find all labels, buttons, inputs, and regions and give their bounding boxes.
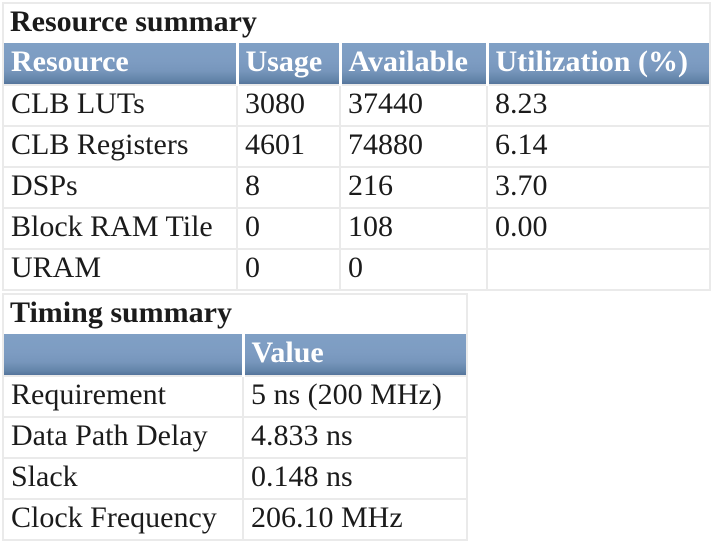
usage-cell: 0 bbox=[236, 248, 341, 291]
metric-name-cell: Clock Frequency bbox=[2, 498, 244, 541]
metric-value-cell: 5 ns (200 MHz) bbox=[242, 375, 468, 418]
timing-header-row: Value bbox=[2, 334, 468, 376]
metric-name-cell: Requirement bbox=[2, 375, 244, 418]
table-row: DSPs 8 216 3.70 bbox=[2, 166, 711, 209]
available-cell: 37440 bbox=[339, 84, 488, 127]
timing-summary-table: Timing summary Value Requirement 5 ns (2… bbox=[2, 293, 468, 541]
col-header-available: Available bbox=[338, 43, 487, 85]
resource-name-cell: CLB LUTs bbox=[2, 84, 238, 127]
available-cell: 74880 bbox=[339, 125, 488, 168]
table-row: CLB Registers 4601 74880 6.14 bbox=[2, 125, 711, 168]
metric-name-cell: Slack bbox=[2, 457, 244, 500]
col-header-value: Value bbox=[241, 334, 468, 376]
resource-title-row: Resource summary bbox=[2, 2, 711, 43]
resource-name-cell: CLB Registers bbox=[2, 125, 238, 168]
resource-summary-table: Resource summary Resource Usage Availabl… bbox=[2, 2, 711, 291]
available-cell: 216 bbox=[339, 166, 488, 209]
col-header-blank bbox=[2, 334, 243, 376]
metric-value-cell: 206.10 MHz bbox=[242, 498, 468, 541]
utilization-cell: 8.23 bbox=[486, 84, 711, 127]
metric-name-cell: Data Path Delay bbox=[2, 416, 244, 459]
usage-cell: 0 bbox=[236, 207, 341, 250]
table-row: CLB LUTs 3080 37440 8.23 bbox=[2, 84, 711, 127]
metric-value-cell: 4.833 ns bbox=[242, 416, 468, 459]
utilization-cell: 6.14 bbox=[486, 125, 711, 168]
usage-cell: 4601 bbox=[236, 125, 341, 168]
col-header-resource: Resource bbox=[2, 43, 237, 85]
resource-name-cell: URAM bbox=[2, 248, 238, 291]
utilization-cell: 3.70 bbox=[486, 166, 711, 209]
table-row: Clock Frequency 206.10 MHz bbox=[2, 498, 468, 541]
usage-cell: 3080 bbox=[236, 84, 341, 127]
resource-name-cell: DSPs bbox=[2, 166, 238, 209]
usage-cell: 8 bbox=[236, 166, 341, 209]
resource-summary-title: Resource summary bbox=[2, 2, 711, 43]
metric-value-cell: 0.148 ns bbox=[242, 457, 468, 500]
table-row: Requirement 5 ns (200 MHz) bbox=[2, 375, 468, 418]
col-header-utilization: Utilization (%) bbox=[485, 43, 711, 85]
utilization-cell bbox=[486, 248, 711, 291]
timing-title-row: Timing summary bbox=[2, 293, 468, 334]
timing-summary-title: Timing summary bbox=[2, 293, 468, 334]
available-cell: 0 bbox=[339, 248, 488, 291]
table-row: Data Path Delay 4.833 ns bbox=[2, 416, 468, 459]
utilization-cell: 0.00 bbox=[486, 207, 711, 250]
available-cell: 108 bbox=[339, 207, 488, 250]
table-row: Block RAM Tile 0 108 0.00 bbox=[2, 207, 711, 250]
table-row: Slack 0.148 ns bbox=[2, 457, 468, 500]
table-row: URAM 0 0 bbox=[2, 248, 711, 291]
col-header-usage: Usage bbox=[235, 43, 340, 85]
resource-header-row: Resource Usage Available Utilization (%) bbox=[2, 43, 711, 85]
resource-name-cell: Block RAM Tile bbox=[2, 207, 238, 250]
